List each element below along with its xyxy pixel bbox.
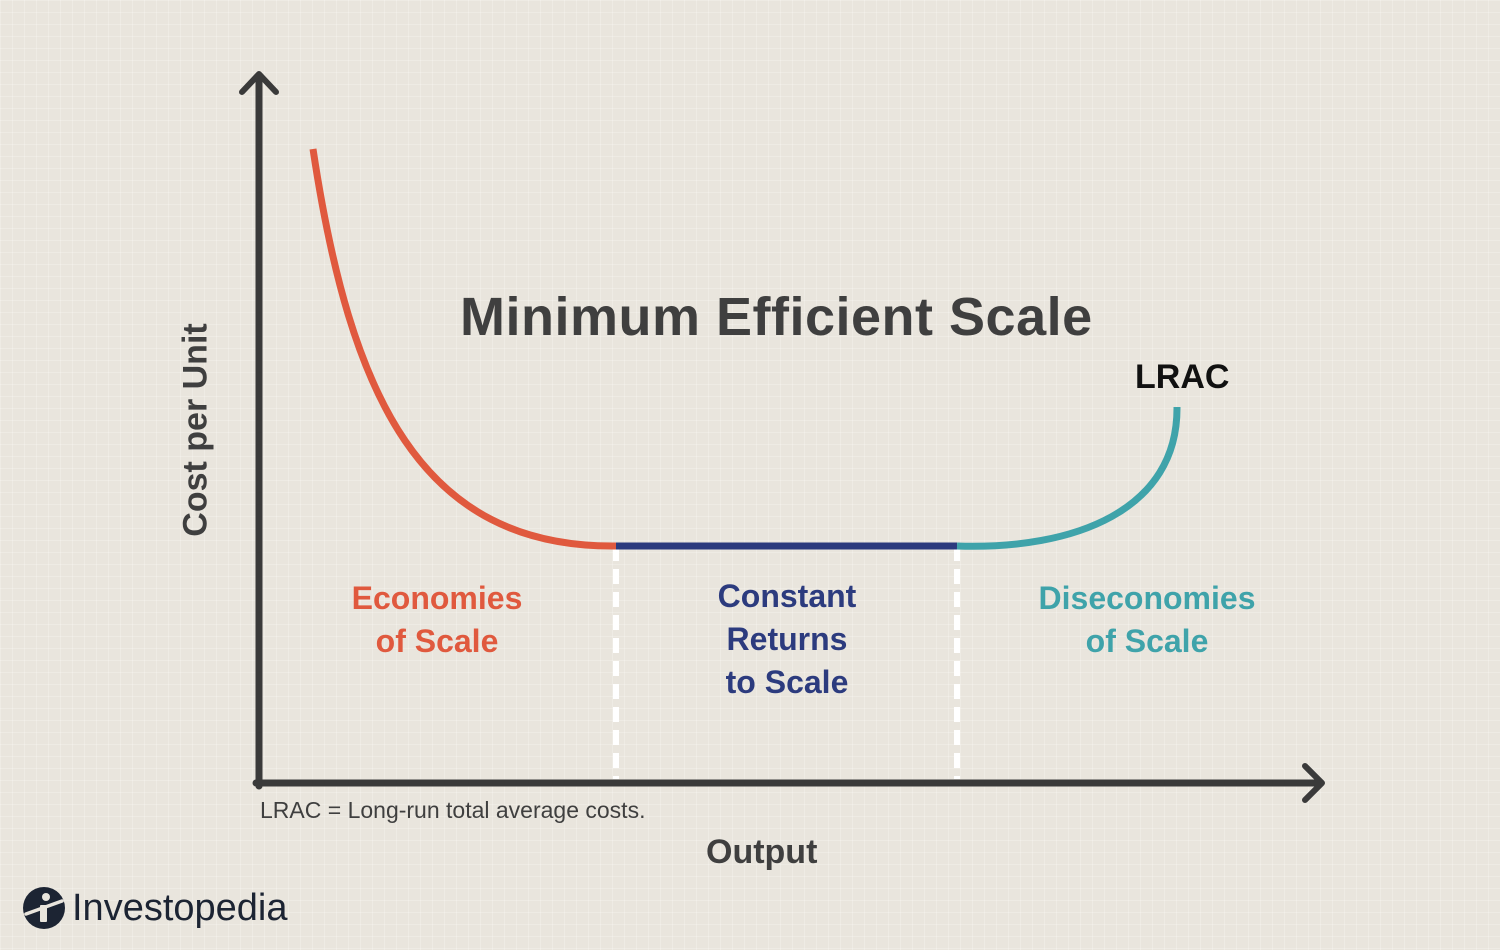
region-label-line: to Scale <box>725 664 849 700</box>
region-label-line: Economies <box>351 580 523 616</box>
lrac-segment-diseconomies <box>956 406 1181 550</box>
chart-title: Minimum Efficient Scale <box>460 287 1093 347</box>
region-label-line: of Scale <box>375 623 499 659</box>
region-label-line: of Scale <box>1085 623 1209 659</box>
region-label-line: Constant <box>717 578 857 614</box>
brand-name: Investopedia <box>72 886 288 929</box>
lrac-segment-economies <box>309 148 617 550</box>
y-axis <box>239 71 279 790</box>
x-axis-label: Output <box>706 833 818 871</box>
y-axis-label: Cost per Unit <box>176 323 215 537</box>
brand-logo: Investopedia <box>22 884 288 932</box>
y-axis-arrowhead <box>239 71 279 95</box>
lrac-curve-label: LRAC <box>1135 358 1230 396</box>
x-axis <box>252 763 1325 803</box>
x-axis-arrowhead <box>1302 763 1325 803</box>
investopedia-logo-icon <box>23 887 65 929</box>
footnote: LRAC = Long-run total average costs. <box>260 797 646 823</box>
region-label-line: Diseconomies <box>1038 580 1256 616</box>
region-label-line: Returns <box>726 621 848 657</box>
region-label-economies: Economies of Scale <box>337 577 537 663</box>
region-label-diseconomies: Diseconomies of Scale <box>1022 577 1272 663</box>
region-label-constant: Constant Returns to Scale <box>687 575 887 704</box>
